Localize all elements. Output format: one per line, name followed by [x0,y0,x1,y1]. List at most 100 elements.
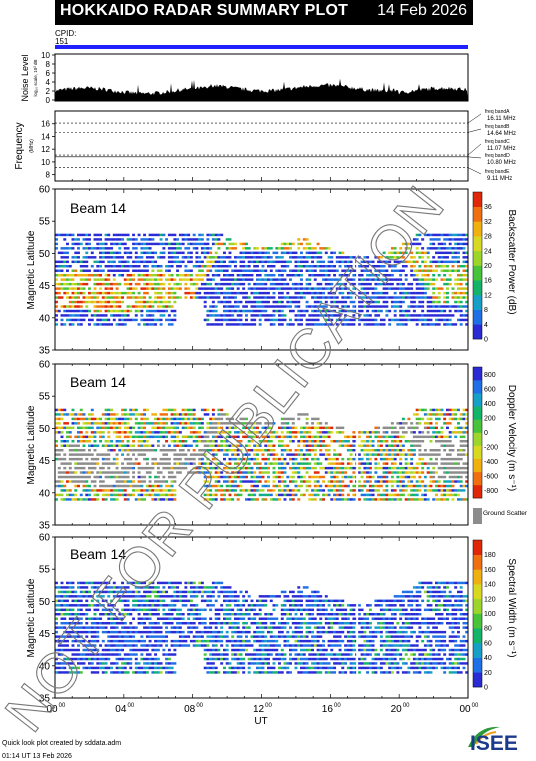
range-gate-cell [123,309,127,313]
range-gate-cell [454,309,458,313]
range-gate-cell [335,287,339,290]
range-gate-cell [269,498,273,501]
range-gate-cell [294,256,298,259]
noise-ytick-label: 8 [46,60,51,69]
range-gate-cell [99,453,103,456]
range-gate-cell [68,608,72,612]
range-gate-cell [465,422,468,425]
range-gate-cell [393,444,397,447]
range-gate-cell [110,426,114,430]
range-gate-cell [454,282,458,286]
range-gate-cell [313,247,317,250]
range-gate-cell [457,462,460,465]
range-gate-cell [112,413,116,416]
range-gate-cell [280,269,284,272]
range-gate-cell [162,462,166,465]
range-gate-cell [396,300,400,304]
range-gate-cell [338,291,342,295]
range-gate-cell [437,323,441,326]
range-gate-cell [300,493,303,497]
range-gate-cell [236,269,240,272]
range-gate-cell [322,431,326,434]
latitude-tick-label: 55 [39,217,51,228]
range-gate-cell [63,251,67,255]
range-gate-cell [366,305,370,308]
range-gate-cell [344,287,348,290]
range-gate-cell [327,274,331,277]
range-gate-cell [217,233,221,237]
range-gate-cell [217,462,221,465]
range-gate-cell [421,480,425,483]
range-gate-cell [258,471,262,474]
range-gate-cell [209,278,213,281]
range-gate-cell [418,453,422,456]
range-gate-cell [412,278,416,281]
range-gate-cell [264,426,268,430]
range-gate-cell [390,296,394,299]
range-gate-cell [286,242,290,246]
range-gate-cell [126,449,130,452]
range-gate-cell [145,256,149,259]
range-gate-cell [145,247,149,250]
range-gate-cell [465,314,468,317]
range-gate-cell [335,256,339,259]
range-gate-cell [357,278,361,281]
range-gate-cell [181,238,185,241]
range-gate-cell [110,653,114,656]
range-gate-cell [220,260,224,264]
range-gate-cell [96,314,100,317]
range-gate-cell [465,323,468,326]
range-gate-cell [66,662,69,665]
range-gate-cell [143,466,147,470]
range-gate-cell [71,590,75,594]
range-gate-cell [159,417,163,421]
range-gate-cell [96,269,100,272]
range-gate-cell [200,269,204,272]
range-gate-cell [129,291,133,295]
range-gate-cell [93,489,97,492]
range-gate-cell [346,440,350,443]
range-gate-cell [258,296,262,299]
range-gate-cell [457,408,460,412]
range-gate-cell [269,426,273,430]
range-gate-cell [377,431,381,434]
range-gate-cell [448,251,452,255]
range-gate-cell [264,498,268,501]
latitude-tick-label: 50 [39,424,51,435]
range-gate-cell [459,282,463,286]
range-gate-cell [110,422,114,425]
range-gate-cell [410,466,414,470]
range-gate-cell [173,431,177,434]
range-gate-cell [451,287,455,290]
range-gate-cell [170,498,174,501]
range-gate-cell [415,484,419,488]
range-gate-cell [258,269,262,272]
range-gate-cell [338,251,342,255]
range-gate-cell [267,422,270,425]
range-gate-cell [368,489,372,492]
range-gate-cell [280,318,284,322]
range-gate-cell [134,269,138,272]
range-gate-cell [426,265,430,268]
range-gate-cell [302,426,306,430]
range-gate-cell [82,274,86,277]
range-gate-cell [421,493,425,497]
range-gate-cell [333,449,337,452]
range-gate-cell [66,630,69,634]
range-gate-cell [344,323,348,326]
range-gate-cell [60,426,64,430]
range-gate-cell [253,484,257,488]
range-gate-cell [176,251,180,255]
range-gate-cell [74,449,78,452]
range-gate-cell [401,444,405,447]
range-gate-cell [418,422,422,425]
range-gate-cell [104,630,108,634]
range-gate-cell [448,471,452,474]
range-gate-cell [104,233,108,237]
range-gate-cell [63,457,67,461]
range-gate-cell [300,323,303,326]
range-gate-cell [101,282,105,286]
range-gate-cell [214,462,218,465]
range-gate-cell [93,274,97,277]
range-gate-cell [382,278,386,281]
